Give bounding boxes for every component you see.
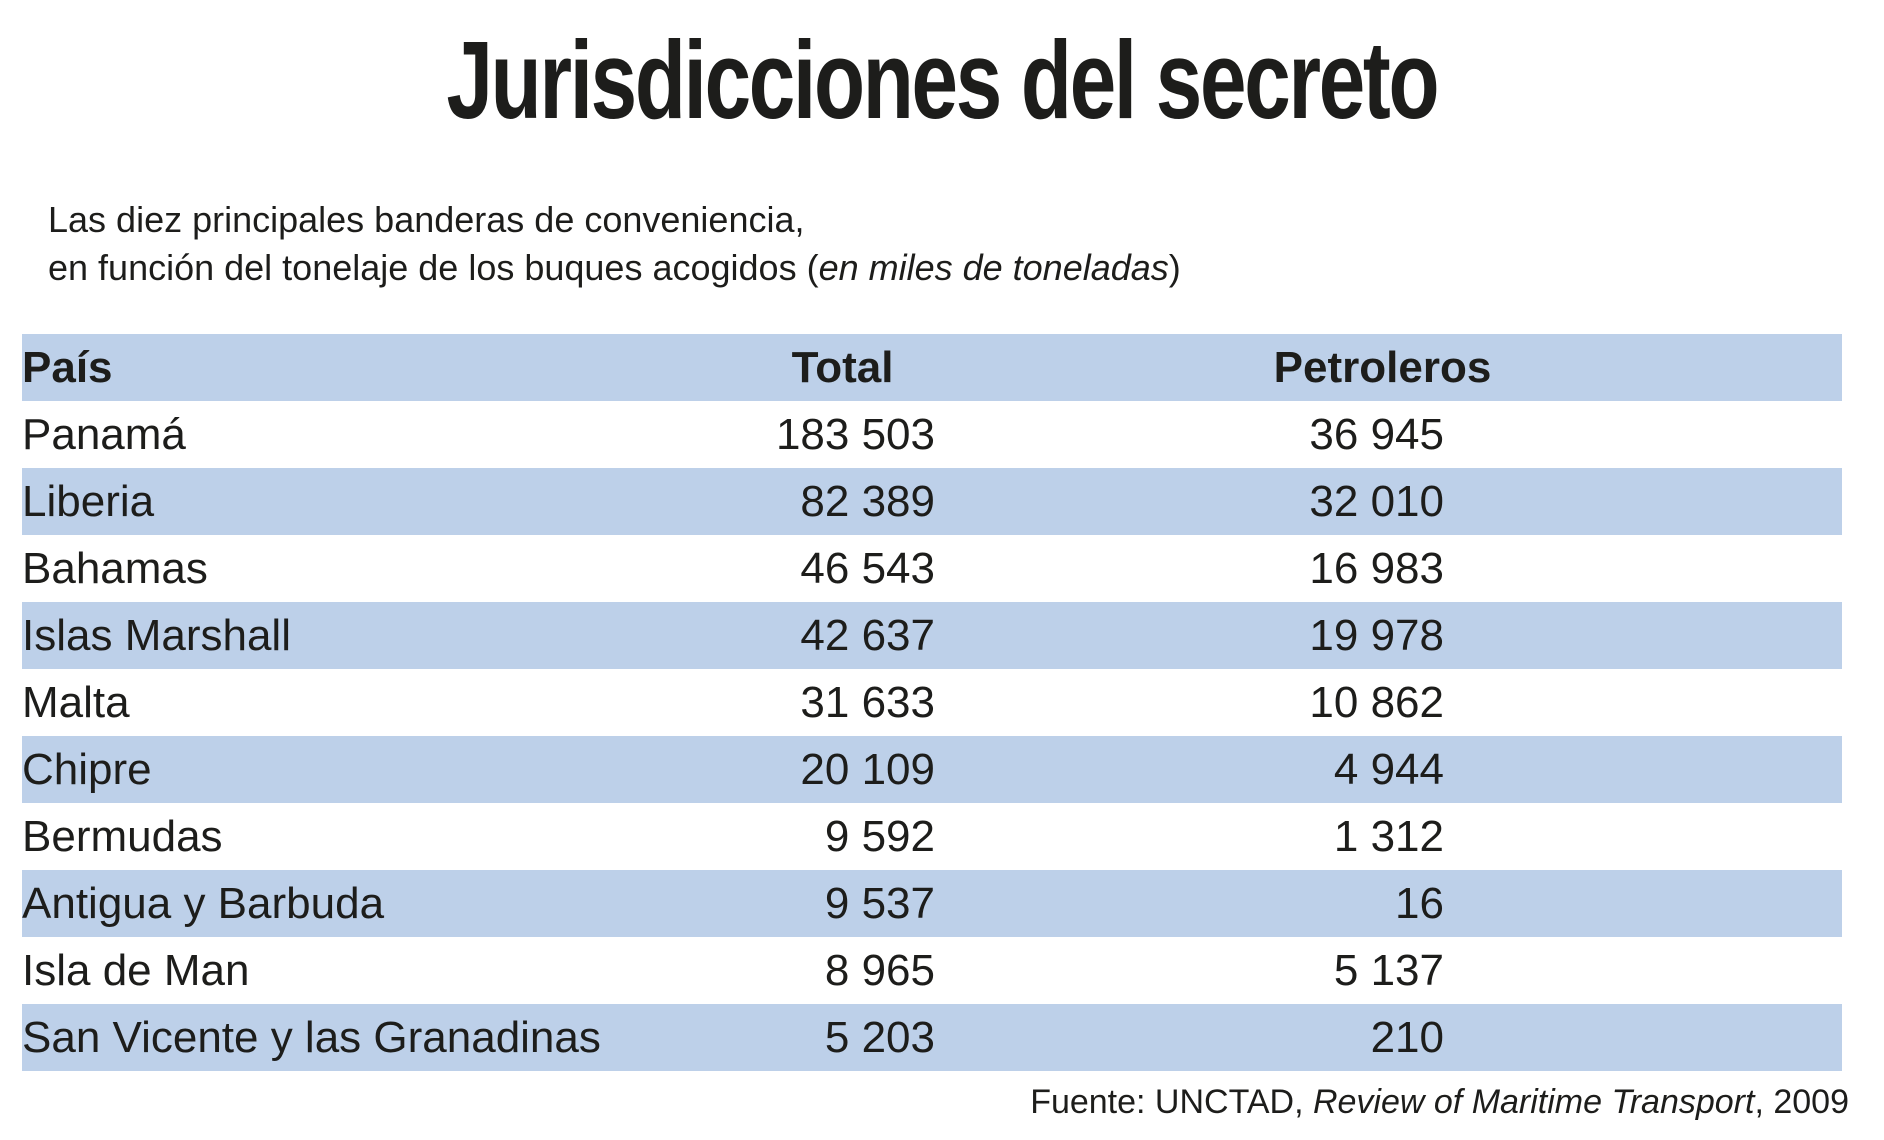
header-petroleros: Petroleros xyxy=(1273,342,1492,392)
total-cell: 5 203 xyxy=(824,1012,935,1062)
subtitle-line-1: Las diez principales banderas de conveni… xyxy=(48,199,805,240)
page-title-text: Jurisdicciones del secreto xyxy=(446,19,1440,142)
country-cell: Malta xyxy=(22,677,130,727)
petroleros-cell: 1 312 xyxy=(1333,811,1444,861)
total-cell: 8 965 xyxy=(824,945,935,995)
petroleros-cell: 210 xyxy=(1370,1012,1444,1062)
subtitle: Las diez principales banderas de conveni… xyxy=(48,196,1181,292)
table-header: País Total Petroleros xyxy=(22,334,1842,401)
total-cell: 31 633 xyxy=(800,677,935,727)
table-row: Panamá 183 503 36 945 xyxy=(22,401,1842,468)
total-cell: 46 543 xyxy=(800,543,935,593)
table-row: Bahamas 46 543 16 983 xyxy=(22,535,1842,602)
petroleros-cell: 16 983 xyxy=(1309,543,1444,593)
total-cell: 9 592 xyxy=(824,811,935,861)
total-cell: 183 503 xyxy=(775,409,935,459)
source-prefix: Fuente: UNCTAD, xyxy=(1030,1083,1313,1121)
subtitle-line-2-prefix: en función del tonelaje de los buques ac… xyxy=(48,247,819,288)
country-cell: Bermudas xyxy=(22,811,223,861)
subtitle-line-2-suffix: ) xyxy=(1168,247,1181,288)
table-row: Bermudas 9 592 1 312 xyxy=(22,803,1842,870)
country-cell: San Vicente y las Granadinas xyxy=(22,1012,601,1062)
table-header-row: País Total Petroleros xyxy=(22,334,1842,401)
subtitle-line-2: en función del tonelaje de los buques ac… xyxy=(48,244,1181,292)
header-total: Total xyxy=(791,342,894,392)
petroleros-cell: 4 944 xyxy=(1333,744,1444,794)
country-cell: Liberia xyxy=(22,476,155,526)
country-cell: Bahamas xyxy=(22,543,208,593)
table-row: Malta 31 633 10 862 xyxy=(22,669,1842,736)
page-title: Jurisdicciones del secreto xyxy=(0,26,1884,136)
country-cell: Antigua y Barbuda xyxy=(22,878,385,928)
subtitle-line-2-units: en miles de toneladas xyxy=(818,247,1169,288)
petroleros-cell: 32 010 xyxy=(1309,476,1444,526)
total-cell: 20 109 xyxy=(800,744,935,794)
petroleros-cell: 16 xyxy=(1395,878,1444,928)
country-cell: Isla de Man xyxy=(22,945,250,995)
total-cell: 82 389 xyxy=(800,476,935,526)
table-row: Isla de Man 8 965 5 137 xyxy=(22,937,1842,1004)
header-pais: País xyxy=(22,342,113,392)
petroleros-cell: 19 978 xyxy=(1309,610,1444,660)
source-note: Fuente: UNCTAD, Review of Maritime Trans… xyxy=(1030,1082,1849,1123)
table-body: Panamá 183 503 36 945 Liberia 82 389 32 010 Ba… xyxy=(22,401,1842,1071)
source-publication: Review of Maritime Transport xyxy=(1312,1083,1755,1121)
table-row: Liberia 82 389 32 010 xyxy=(22,468,1842,535)
source-suffix: , 2009 xyxy=(1754,1083,1849,1121)
total-cell: 42 637 xyxy=(800,610,935,660)
country-cell: Chipre xyxy=(22,744,152,794)
total-cell: 9 537 xyxy=(824,878,935,928)
country-cell: Islas Marshall xyxy=(22,610,291,660)
petroleros-cell: 36 945 xyxy=(1309,409,1444,459)
table-row: Chipre 20 109 4 944 xyxy=(22,736,1842,803)
country-cell: Panamá xyxy=(22,409,186,459)
table-row: Islas Marshall 42 637 19 978 xyxy=(22,602,1842,669)
petroleros-cell: 10 862 xyxy=(1309,677,1444,727)
flags-of-convenience-table: País Total Petroleros Panamá 183 503 36 94… xyxy=(22,334,1842,1071)
table-row: Antigua y Barbuda 9 537 16 xyxy=(22,870,1842,937)
petroleros-cell: 5 137 xyxy=(1333,945,1444,995)
table-row: San Vicente y las Granadinas 5 203 210 xyxy=(22,1004,1842,1071)
